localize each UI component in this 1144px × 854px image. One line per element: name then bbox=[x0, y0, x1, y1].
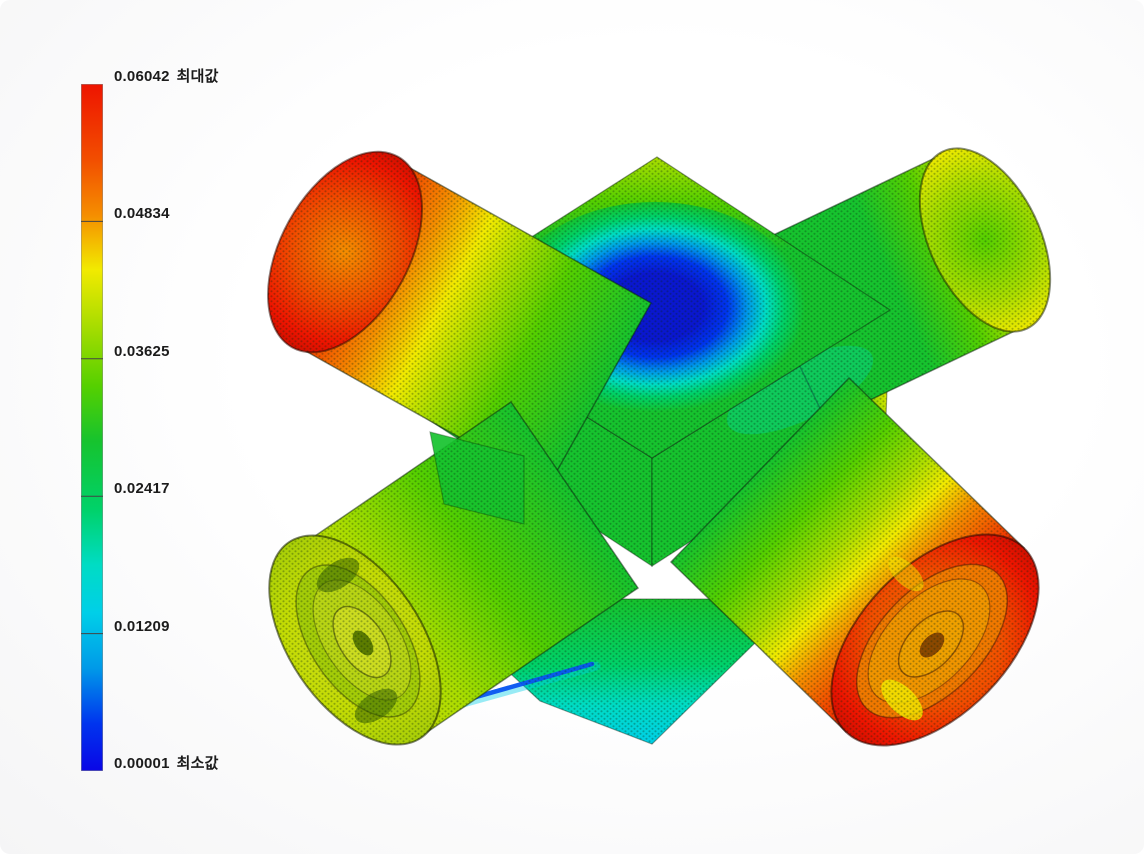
color-legend: 0.06042 최대값 0.04834 0.03625 0.02417 0.01… bbox=[0, 0, 300, 854]
legend-label-2: 0.03625 bbox=[114, 343, 170, 360]
legend-label-max: 0.06042 최대값 bbox=[114, 67, 219, 87]
legend-max-value: 0.06042 bbox=[114, 68, 170, 85]
legend-label-1: 0.04834 bbox=[114, 205, 170, 222]
colorbar-gradient bbox=[81, 84, 103, 771]
legend-min-value: 0.00001 bbox=[114, 755, 170, 772]
legend-min-suffix: 최소값 bbox=[176, 755, 219, 772]
colorbar-ticks bbox=[81, 220, 103, 635]
legend-label-min: 0.00001 최소값 bbox=[114, 754, 219, 774]
legend-label-4: 0.01209 bbox=[114, 618, 170, 635]
legend-label-3: 0.02417 bbox=[114, 480, 170, 497]
colorbar bbox=[81, 84, 103, 771]
legend-max-suffix: 최대값 bbox=[176, 68, 219, 85]
